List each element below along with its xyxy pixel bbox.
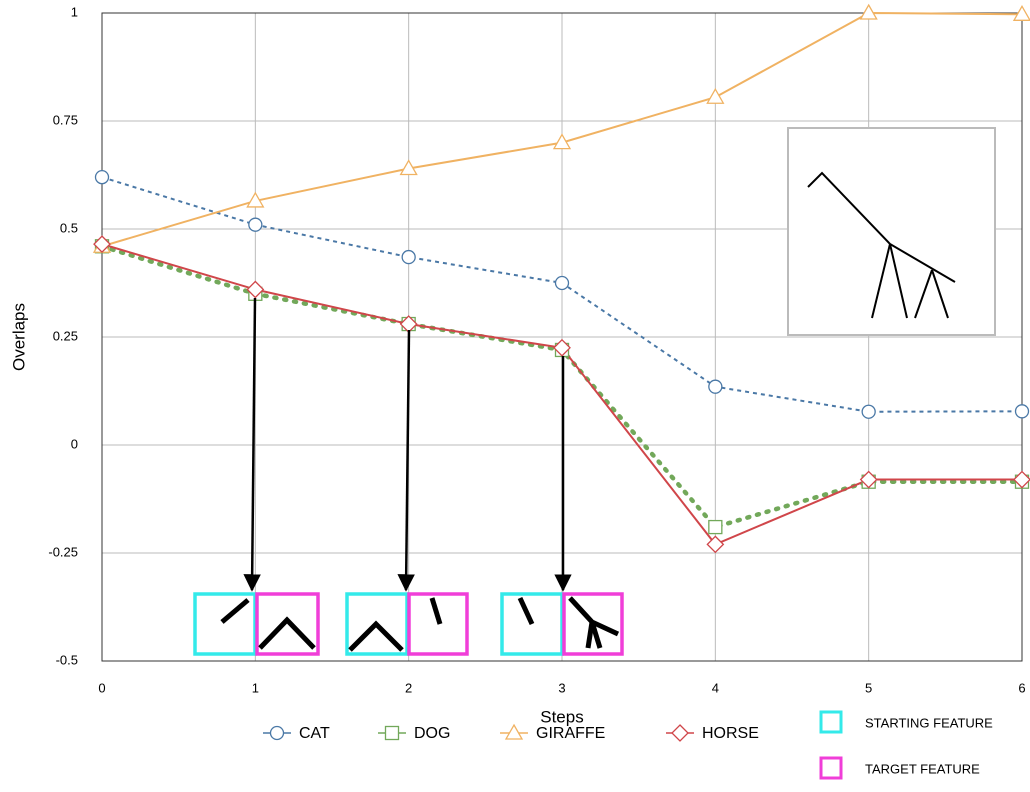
- legend-label: CAT: [299, 725, 330, 742]
- point: [401, 249, 416, 265]
- point: [248, 217, 263, 232]
- point: [399, 159, 418, 176]
- legend-label: HORSE: [702, 725, 759, 742]
- x-tick-label: 5: [865, 680, 872, 695]
- legend-marker: [384, 725, 400, 741]
- y-tick-label: 0.5: [60, 220, 78, 235]
- inset-tree: [787, 127, 996, 336]
- feature-strokes: [220, 596, 620, 652]
- x-tick-label: 6: [1018, 680, 1025, 695]
- legend-label: DOG: [414, 725, 450, 742]
- feature-boxes: [193, 592, 624, 656]
- x-tick-label: 1: [252, 680, 259, 695]
- point: [861, 404, 876, 419]
- point: [859, 3, 878, 20]
- y-tick-label: 1: [71, 4, 78, 19]
- point: [554, 275, 570, 291]
- legend-swatch: [819, 710, 843, 734]
- y-tick-label: 0.75: [53, 112, 78, 127]
- arrows: [243, 297, 572, 592]
- x-tick-label: 2: [405, 680, 412, 695]
- legend-label: GIRAFFE: [536, 725, 605, 742]
- point: [94, 170, 110, 185]
- legend-marker: [671, 724, 689, 742]
- legend-swatch: [819, 756, 843, 780]
- point: [708, 379, 723, 394]
- legend-marker: [269, 725, 285, 741]
- point: [1014, 404, 1030, 419]
- point: [246, 191, 265, 208]
- y-tick-label: -0.5: [56, 652, 78, 667]
- y-tick-label: 0.25: [53, 328, 78, 343]
- y-tick-label: -0.25: [48, 544, 78, 559]
- plot-frame: [101, 12, 1023, 662]
- x-axis-label: Steps: [540, 707, 583, 726]
- point: [93, 235, 111, 254]
- point: [708, 519, 723, 535]
- x-tick-label: 4: [712, 680, 719, 695]
- point: [552, 133, 572, 150]
- legend-label: TARGET FEATURE: [865, 761, 980, 776]
- point: [1012, 4, 1030, 21]
- x-tick-label: 3: [558, 680, 565, 695]
- legend-marker: [504, 723, 524, 740]
- y-axis-label: Overlaps: [9, 303, 28, 371]
- point: [1013, 470, 1030, 489]
- point: [246, 280, 265, 299]
- legend-label: STARTING FEATURE: [865, 715, 993, 730]
- point: [706, 535, 725, 554]
- y-tick-label: 0: [71, 436, 78, 451]
- point: [706, 87, 725, 104]
- x-tick-label: 0: [98, 680, 105, 695]
- point: [859, 470, 878, 489]
- point: [553, 338, 571, 357]
